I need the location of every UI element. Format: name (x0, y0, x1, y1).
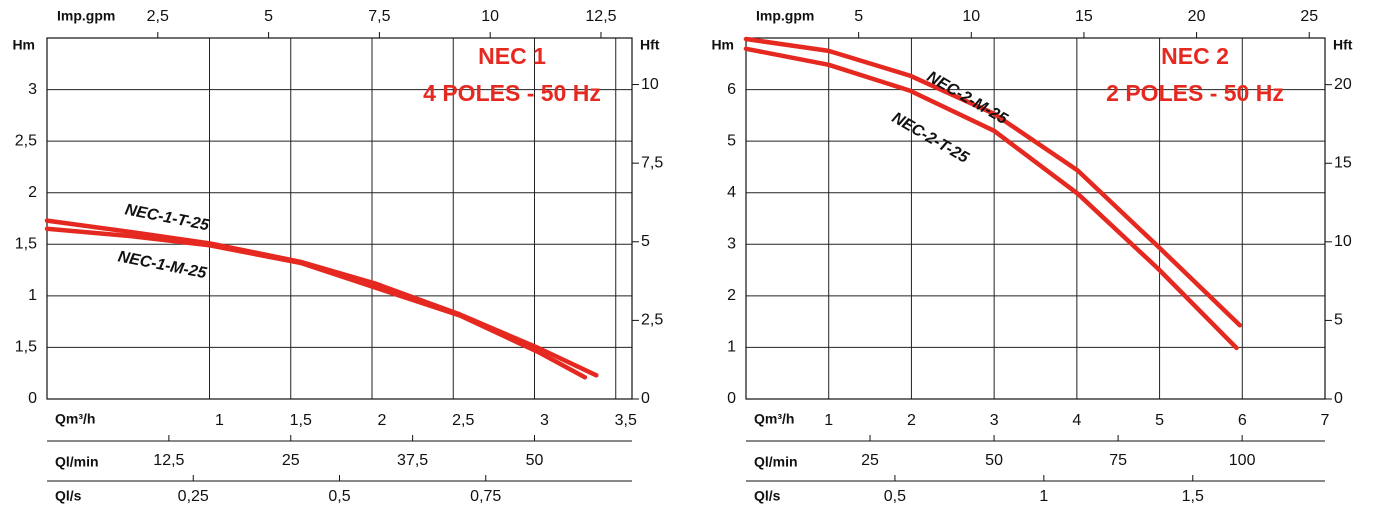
x2-axis-label: Imp.gpm (57, 8, 115, 24)
x4-axis-label: Ql/s (55, 488, 82, 504)
chart-subtitle: 2 POLES - 50 Hz (1106, 80, 1284, 106)
y2-tick-label: 15 (1334, 154, 1352, 171)
y-tick-label: 0 (28, 390, 37, 407)
y-tick-label: 1 (28, 287, 37, 304)
x4-tick-label: 0,5 (328, 488, 350, 505)
x2-tick-label: 25 (1300, 8, 1318, 25)
x4-tick-label: 0,5 (884, 488, 906, 505)
x2-axis-label: Imp.gpm (756, 8, 814, 24)
x-tick-label: 1 (824, 412, 833, 429)
y2-tick-label: 2,5 (641, 312, 663, 329)
x-tick-label: 2,5 (452, 412, 474, 429)
y2-tick-label: 7,5 (641, 154, 663, 171)
x3-tick-label: 100 (1229, 452, 1256, 469)
y-tick-label: 2 (28, 184, 37, 201)
x4-axis-label: Ql/s (754, 488, 781, 504)
x-tick-label: 3 (540, 412, 549, 429)
series-label: NEC-1-M-25 (116, 248, 208, 282)
x-tick-label: 1 (215, 412, 224, 429)
y2-tick-label: 10 (1334, 233, 1352, 250)
y2-axis-label: Hft (640, 37, 660, 53)
x2-tick-label: 10 (481, 8, 499, 25)
y2-tick-label: 20 (1334, 76, 1352, 93)
x-tick-label: 4 (1072, 412, 1081, 429)
x3-tick-label: 75 (1109, 452, 1127, 469)
y-tick-label: 6 (727, 81, 736, 98)
x2-tick-label: 5 (854, 8, 863, 25)
x-tick-label: 7 (1321, 412, 1330, 429)
x-tick-label: 2 (907, 412, 916, 429)
x4-tick-label: 1 (1039, 488, 1048, 505)
y-tick-label: 1,5 (15, 236, 37, 253)
x-tick-label: 5 (1155, 412, 1164, 429)
series-line (44, 226, 588, 380)
x3-axis-label: Ql/min (55, 454, 99, 470)
series-label: NEC-1-T-25 (123, 201, 211, 234)
y2-axis-label: Hft (1333, 37, 1353, 53)
x3-tick-label: 12,5 (153, 452, 184, 469)
x2-tick-label: 20 (1188, 8, 1206, 25)
x-axis-label: Qm³/h (55, 411, 95, 427)
x2-tick-label: 5 (264, 8, 273, 25)
x2-tick-label: 7,5 (368, 8, 390, 25)
y-axis-label: Hm (12, 37, 35, 53)
y-tick-label: 0 (727, 390, 736, 407)
x3-tick-label: 25 (861, 452, 879, 469)
x3-tick-label: 50 (526, 452, 544, 469)
y-tick-label: 1,5 (15, 339, 37, 356)
x3-tick-label: 50 (985, 452, 1003, 469)
x4-tick-label: 1,5 (1182, 488, 1204, 505)
y2-tick-label: 5 (641, 233, 650, 250)
chart-title: NEC 2 (1161, 43, 1229, 69)
series-label: NEC-2-T-25 (889, 109, 972, 167)
x2-tick-label: 15 (1075, 8, 1093, 25)
chart-subtitle: 4 POLES - 50 Hz (423, 80, 601, 106)
y2-tick-label: 0 (1334, 390, 1343, 407)
x-tick-label: 6 (1238, 412, 1247, 429)
series-line (743, 36, 1243, 328)
series-line (743, 46, 1239, 351)
x2-tick-label: 10 (962, 8, 980, 25)
y-tick-label: 2,5 (15, 132, 37, 149)
y-axis-label: Hm (711, 37, 734, 53)
x-tick-label: 1,5 (290, 412, 312, 429)
y-tick-label: 3 (727, 236, 736, 253)
x-axis-label: Qm³/h (754, 411, 794, 427)
x3-axis-label: Ql/min (754, 454, 798, 470)
x4-tick-label: 0,75 (470, 488, 501, 505)
chart-title: NEC 1 (478, 43, 546, 69)
x2-tick-label: 12,5 (585, 8, 616, 25)
y-tick-label: 2 (727, 287, 736, 304)
series-line (44, 218, 599, 378)
x2-tick-label: 2,5 (147, 8, 169, 25)
x-tick-label: 3 (990, 412, 999, 429)
y2-tick-label: 10 (641, 76, 659, 93)
x-tick-label: 3,5 (615, 412, 637, 429)
plot-border (745, 37, 1326, 400)
x3-tick-label: 37,5 (397, 452, 428, 469)
y-tick-label: 4 (727, 184, 736, 201)
y-tick-label: 3 (28, 81, 37, 98)
x4-tick-label: 0,25 (178, 488, 209, 505)
y-tick-label: 5 (727, 132, 736, 149)
y2-tick-label: 5 (1334, 312, 1343, 329)
y2-tick-label: 0 (641, 390, 650, 407)
x3-tick-label: 25 (282, 452, 300, 469)
x-tick-label: 2 (378, 412, 387, 429)
y-tick-label: 1 (727, 339, 736, 356)
